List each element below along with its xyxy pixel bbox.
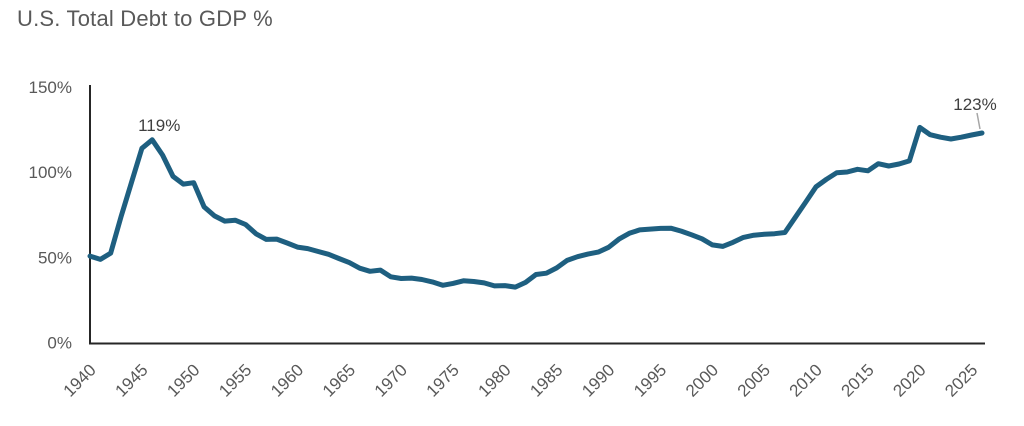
x-axis-tick-label: 2025 [941, 360, 981, 400]
x-axis-tick-label: 1970 [371, 360, 411, 400]
x-axis-tick-label: 1985 [526, 360, 566, 400]
axes [89, 85, 985, 345]
y-axis-tick-label: 150% [29, 78, 72, 97]
annotation-leader-line [976, 112, 981, 130]
axis-lines [89, 85, 985, 345]
x-axis-tick-label: 1975 [423, 360, 463, 400]
chart-title: U.S. Total Debt to GDP % [17, 6, 273, 31]
x-axis-tick-label: 2005 [734, 360, 774, 400]
x-axis-tick-label: 2015 [838, 360, 878, 400]
x-axis-tick-label: 1960 [267, 360, 307, 400]
x-axis-tick-label: 1980 [475, 360, 515, 400]
x-axis-tick-label: 2010 [786, 360, 826, 400]
x-axis-tick-label: 1990 [578, 360, 618, 400]
series [87, 124, 985, 290]
x-axis-tick-label: 2000 [682, 360, 722, 400]
x-axis-tick-label: 1950 [163, 360, 203, 400]
x-axis-tick-label: 1945 [112, 360, 152, 400]
debt-to-gdp-line [87, 124, 985, 290]
y-axis-tick-label: 0% [47, 334, 72, 353]
x-axis-tick-label: 1965 [319, 360, 359, 400]
x-axis-tick-label: 2020 [889, 360, 929, 400]
y-axis-tick-label: 50% [38, 248, 72, 267]
y-axis-labels: 0% 50% 100% 150% [29, 78, 72, 353]
y-axis-tick-label: 100% [29, 163, 72, 182]
x-axis-tick-label: 1955 [215, 360, 255, 400]
x-axis-tick-label: 1995 [630, 360, 670, 400]
annotation-label: 119% [138, 116, 180, 135]
x-axis-tick-label: 1940 [60, 360, 100, 400]
annotations: 119% 123% [138, 95, 997, 135]
annotation-label: 123% [953, 95, 996, 114]
x-axis-labels: 1940 1945 1950 1955 1960 1965 1970 1975 1980 1985… [60, 360, 982, 400]
